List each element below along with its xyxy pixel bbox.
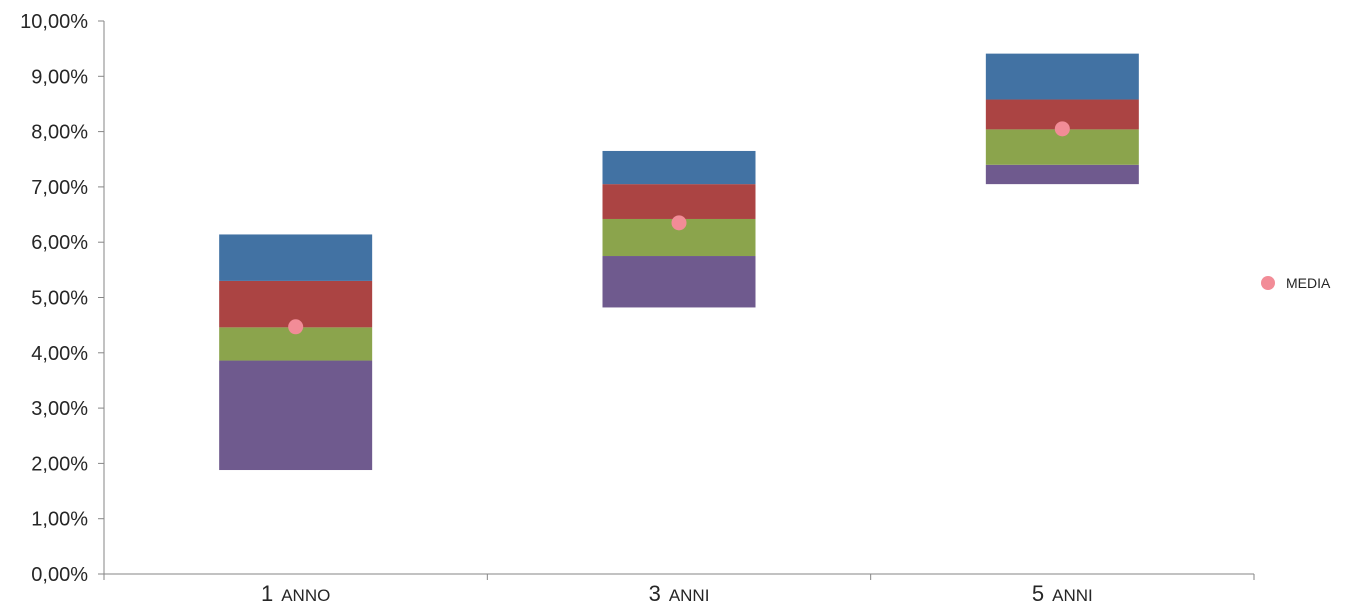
y-tick-label: 6,00% [31, 232, 88, 254]
x-category-label: 5 ANNI [1032, 581, 1093, 605]
media-markers [288, 121, 1070, 335]
media-marker [1054, 121, 1070, 137]
legend: MEDIA [1261, 275, 1331, 291]
bars [219, 53, 1139, 471]
y-tick-label: 8,00% [31, 122, 88, 144]
y-tick-label: 5,00% [31, 288, 88, 310]
x-category-label-lead: 3 [649, 581, 661, 605]
bar-segment-3 [602, 184, 756, 219]
y-tick-label: 3,00% [31, 398, 88, 420]
media-marker [288, 319, 304, 335]
y-tick-label: 9,00% [31, 66, 88, 88]
x-category-label-lead: 1 [261, 581, 273, 605]
y-tick-label: 0,00% [31, 564, 88, 586]
media-marker [671, 215, 687, 231]
x-category-label-rest: ANNI [669, 586, 710, 605]
y-tick-label: 1,00% [31, 509, 88, 531]
bar-segment-1 [985, 164, 1139, 185]
x-category-label-lead: 5 [1032, 581, 1044, 605]
y-tick-label: 2,00% [31, 453, 88, 475]
y-axis-ticks: 0,00% 1,00% 2,00% 3,00% 4,00% 5,00% 6,00% 7,00%… [20, 11, 104, 586]
y-tick-label: 10,00% [20, 11, 88, 33]
x-axis-labels: 1 ANNO 3 ANNI 5 ANNI [261, 581, 1093, 605]
bar-segment-4 [602, 150, 756, 185]
legend-marker-media [1261, 276, 1275, 290]
bar-segment-4 [985, 53, 1139, 100]
legend-label-media: MEDIA [1286, 275, 1331, 291]
x-axis-ticks [103, 574, 1255, 580]
y-tick-label: 4,00% [31, 343, 88, 365]
y-tick-label: 7,00% [31, 177, 88, 199]
x-category-label: 3 ANNI [649, 581, 710, 605]
x-category-label-rest: ANNO [281, 586, 330, 605]
bar-segment-4 [219, 234, 373, 281]
bar-segment-1 [602, 256, 756, 308]
x-category-label-rest: ANNI [1052, 586, 1093, 605]
bar-segment-1 [219, 360, 373, 471]
x-category-label: 1 ANNO [261, 581, 330, 605]
